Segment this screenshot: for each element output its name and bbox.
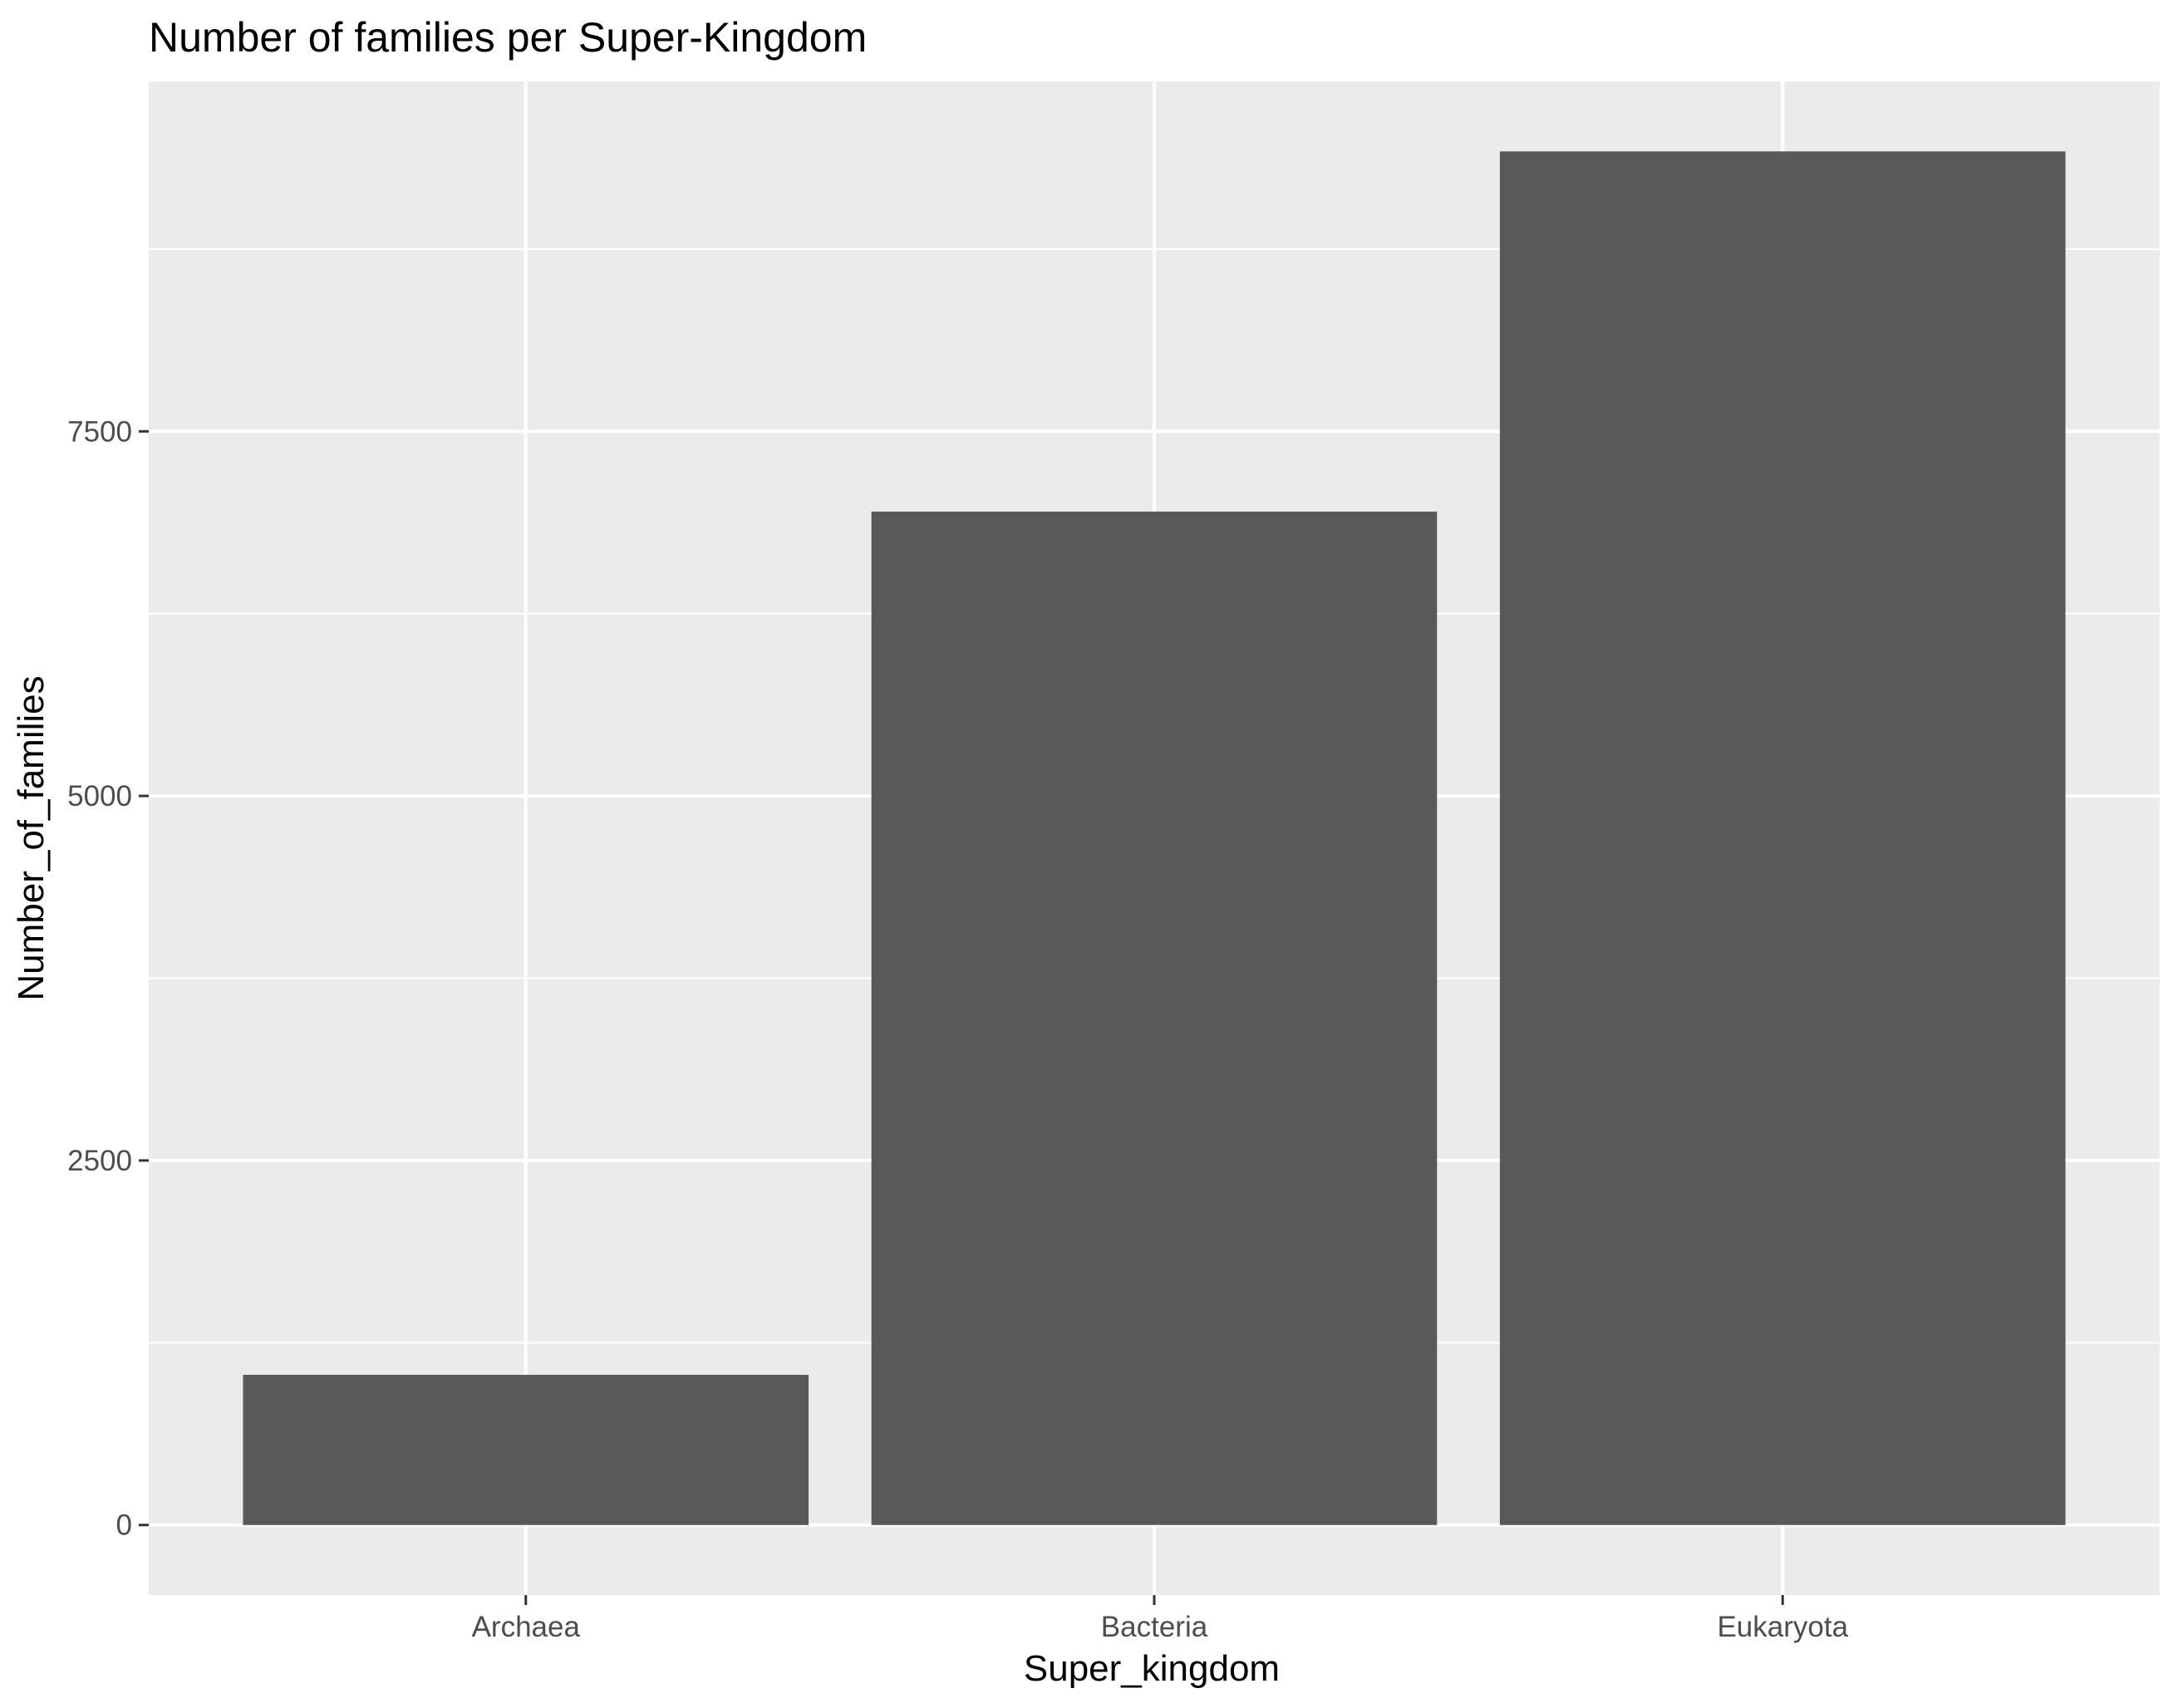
bar-archaea bbox=[243, 1374, 809, 1525]
x-axis-title: Super_kingdom bbox=[1024, 1648, 1280, 1689]
y-tick-label: 0 bbox=[116, 1509, 132, 1542]
x-tick-label: Bacteria bbox=[1101, 1611, 1208, 1643]
x-axis-ticks: Archaea Bacteria Eukaryota bbox=[472, 1595, 1849, 1643]
x-tick-label: Eukaryota bbox=[1717, 1611, 1848, 1643]
bar-eukaryota bbox=[1499, 151, 2066, 1525]
bars bbox=[243, 151, 2066, 1525]
bar-bacteria bbox=[871, 511, 1438, 1525]
x-tick-label: Archaea bbox=[472, 1611, 581, 1643]
chart-title: Number of families per Super-Kingdom bbox=[149, 14, 867, 61]
y-tick-label: 2500 bbox=[67, 1145, 132, 1177]
y-tick-label: 5000 bbox=[67, 780, 132, 812]
y-axis-title: Number_of_families bbox=[11, 675, 52, 1000]
y-axis-ticks: 0 2500 5000 7500 bbox=[67, 415, 149, 1542]
y-tick-label: 7500 bbox=[67, 415, 132, 448]
